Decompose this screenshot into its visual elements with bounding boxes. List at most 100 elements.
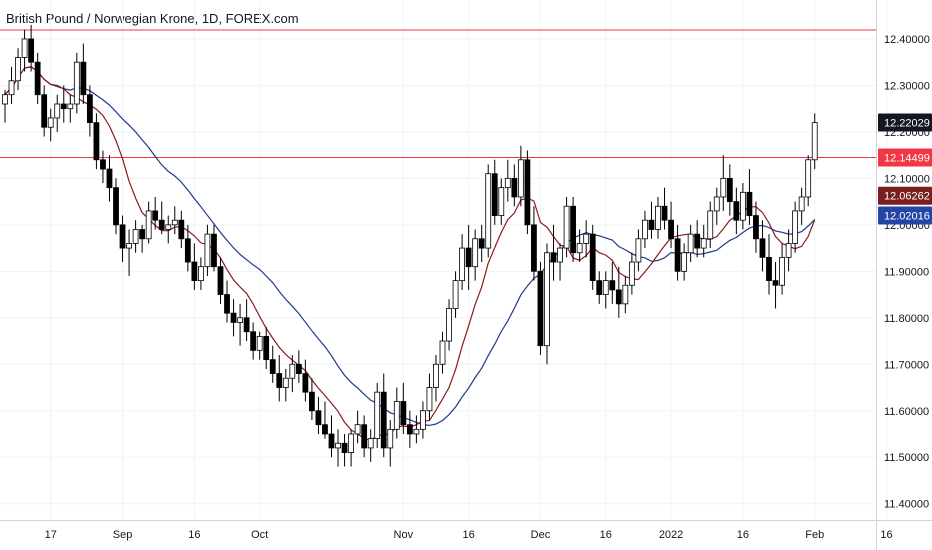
candle-body — [341, 442, 348, 453]
y-tick-label: 12.40000 — [884, 34, 930, 46]
candle-body — [726, 177, 733, 203]
candle-body — [152, 210, 159, 221]
candle-body — [772, 280, 779, 286]
candle-body — [276, 373, 283, 388]
candle-body — [158, 219, 165, 230]
candle-body — [230, 312, 237, 323]
candle-body — [420, 410, 426, 430]
price-tag — [878, 148, 932, 167]
candle-body — [8, 80, 15, 96]
candle-body — [204, 233, 211, 268]
candle-body — [511, 177, 518, 198]
candle-body — [86, 94, 93, 124]
candle-body — [224, 294, 230, 314]
candle-body — [211, 233, 217, 268]
candle-body — [380, 391, 387, 449]
candle-body — [126, 243, 132, 249]
candle-body — [550, 252, 557, 263]
candle-body — [426, 387, 433, 412]
price-tag — [878, 206, 932, 225]
candle-body — [315, 410, 322, 426]
candle-body — [289, 363, 296, 379]
candle-body — [171, 219, 178, 226]
x-tick-label: Dec — [531, 529, 551, 541]
candle-body — [537, 270, 544, 347]
candle-body — [47, 117, 54, 128]
candle-body — [34, 61, 41, 96]
candle-body — [28, 38, 35, 63]
candle-body — [622, 284, 629, 305]
candle-body — [295, 363, 302, 374]
y-tick-label: 12.30000 — [884, 80, 930, 92]
candle-body — [628, 261, 635, 286]
y-tick-label: 11.90000 — [884, 266, 929, 278]
candle-body — [269, 359, 276, 374]
x-tick-label: Nov — [394, 529, 414, 541]
candle-body — [354, 424, 361, 435]
candle-body — [635, 238, 642, 263]
candle-body — [668, 219, 674, 240]
candle-body — [504, 177, 511, 189]
candle-body — [759, 238, 766, 258]
x-tick-label: Oct — [251, 529, 268, 541]
candle-body — [2, 94, 8, 105]
candle-body — [739, 191, 746, 221]
candle-body — [67, 103, 74, 110]
candle-body — [452, 280, 459, 309]
candle-body — [433, 363, 439, 388]
candle-body — [243, 317, 250, 333]
candle-body — [785, 243, 792, 258]
candle-body — [576, 243, 583, 254]
candle-body — [648, 219, 655, 230]
candle-body — [713, 196, 720, 212]
candle-body — [100, 159, 106, 170]
candle-body — [557, 247, 563, 263]
candle-body — [766, 256, 772, 282]
x-tick-label: 16 — [737, 529, 749, 541]
candle-body — [531, 224, 537, 272]
candle-body — [393, 401, 400, 430]
candle-body — [217, 266, 224, 295]
candle-body — [80, 61, 87, 96]
x-tick-label: Feb — [805, 529, 824, 541]
y-tick-label: 11.50000 — [884, 452, 929, 464]
candle-body — [21, 38, 28, 58]
price-tag-label: 12.22029 — [884, 117, 930, 129]
candle-body — [191, 261, 198, 282]
y-tick-label: 12.10000 — [884, 173, 930, 185]
candle-body — [661, 205, 668, 221]
candle-body — [655, 205, 661, 230]
candle-body — [465, 247, 472, 268]
price-tag — [878, 186, 932, 205]
candle-body — [367, 438, 374, 449]
candle-body — [237, 317, 243, 323]
candle-body — [348, 433, 354, 453]
candle-body — [707, 210, 714, 240]
candle-body — [694, 233, 701, 249]
candle-body — [361, 424, 368, 449]
candle-body — [197, 266, 204, 282]
candle-body — [15, 57, 21, 82]
y-tick-label: 11.60000 — [884, 406, 929, 418]
candle-body — [700, 238, 707, 249]
candle-body — [132, 229, 139, 244]
candle-body — [54, 103, 61, 119]
candle-body — [184, 238, 191, 263]
candle-body — [439, 340, 446, 365]
price-tag-label: 12.02016 — [884, 210, 930, 222]
candle-body — [406, 424, 413, 435]
candle-body — [563, 205, 570, 249]
candle-body — [779, 256, 785, 286]
candle-body — [589, 233, 596, 282]
candle-body — [602, 280, 609, 295]
candle-body — [472, 238, 479, 268]
candle-body — [485, 173, 492, 249]
candle-body — [609, 280, 616, 291]
candle-body — [733, 201, 740, 221]
candle-body — [687, 233, 694, 254]
candle-body — [250, 331, 257, 351]
candle-body — [524, 159, 531, 226]
candle-body — [583, 233, 590, 244]
candle-body — [41, 94, 48, 128]
